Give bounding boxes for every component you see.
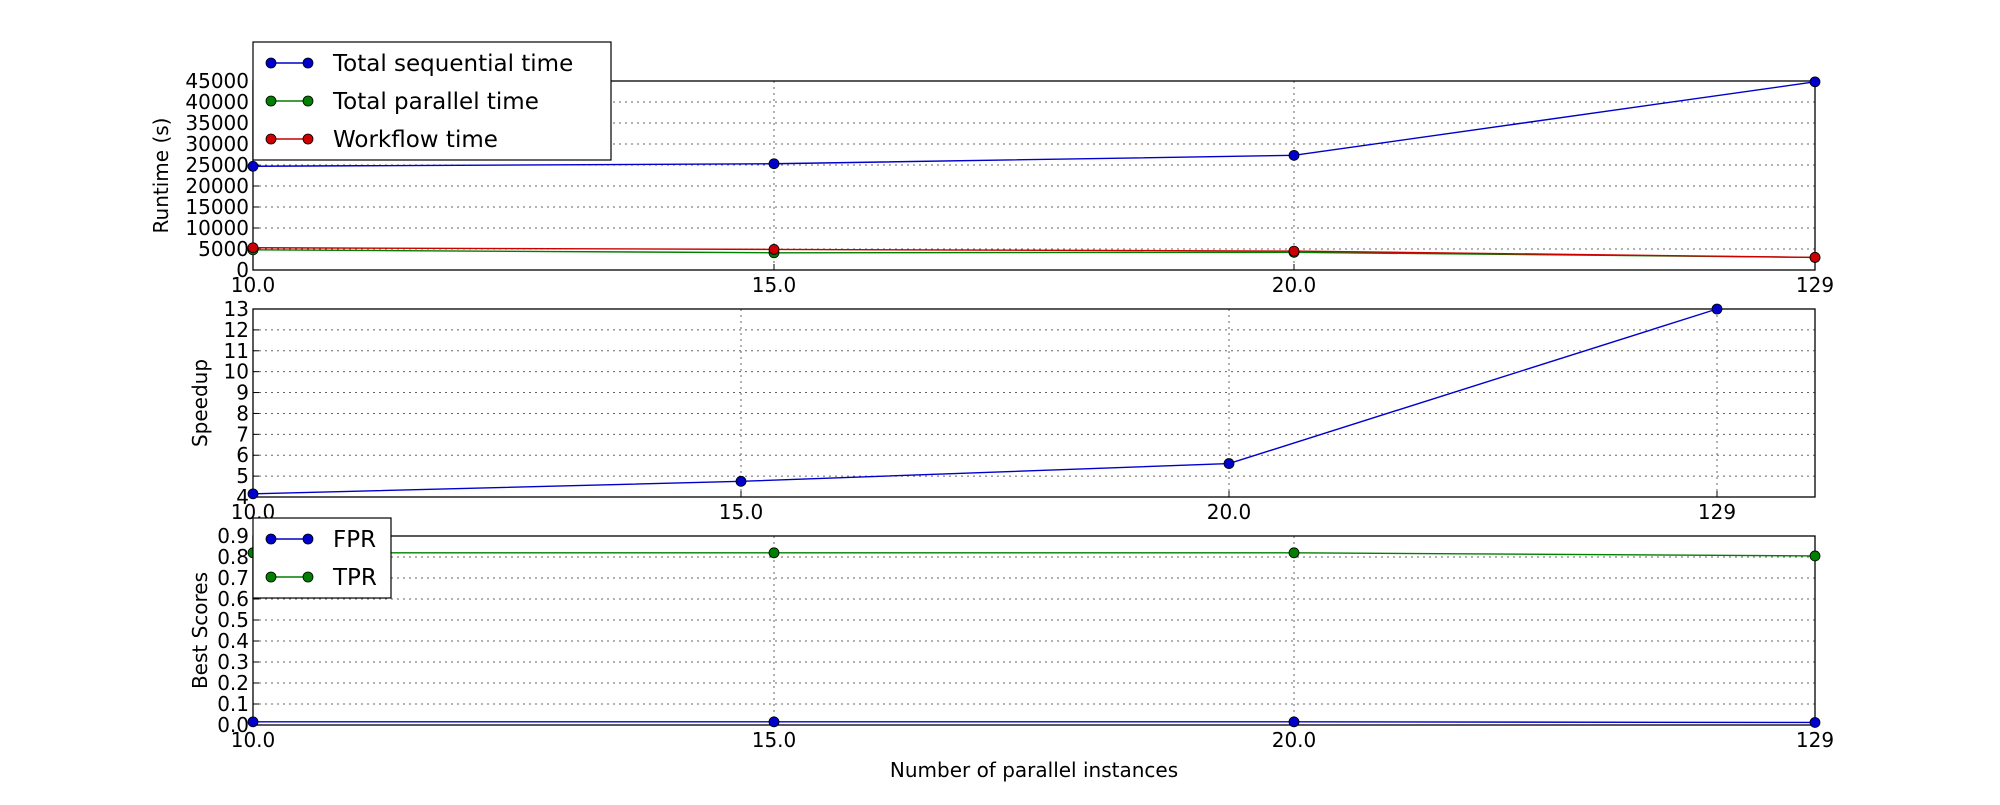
y-tick-label: 11 [224, 339, 249, 363]
legend-swatch-marker [265, 95, 277, 107]
x-tick-label: 20.0 [1272, 728, 1317, 752]
y-tick-label: 0.8 [217, 545, 249, 569]
y-tick-label: 40000 [185, 90, 249, 114]
legend-label: Workflow time [333, 127, 498, 153]
data-point [247, 716, 259, 728]
series-line [253, 721, 1816, 724]
y-tick-label: 9 [236, 381, 249, 405]
legend-swatch-marker [302, 57, 314, 69]
data-point [1809, 717, 1821, 728]
axes-frame [252, 308, 1816, 498]
data-point [1223, 458, 1235, 469]
legend-box [252, 517, 392, 599]
y-tick-label: 30000 [185, 132, 249, 156]
series-line [253, 552, 1816, 557]
series-line [252, 249, 1816, 259]
y-tick-label: 0.5 [217, 608, 249, 632]
data-point [768, 716, 780, 728]
axes-frame [252, 80, 1816, 271]
data-point [1288, 716, 1300, 728]
y-tick-label: 20000 [185, 174, 249, 198]
legend-swatch-marker [265, 571, 277, 583]
y-tick-label: 5 [236, 464, 249, 488]
legend-swatch-marker [302, 133, 314, 145]
legend-label: Total sequential time [332, 51, 573, 77]
x-tick-label: 20.0 [1272, 273, 1317, 297]
x-tick-label: 129 [1796, 273, 1834, 297]
data-point [1809, 550, 1821, 562]
y-tick-label: 12 [224, 318, 249, 342]
y-tick-label: 0.6 [217, 587, 249, 611]
series-line [252, 247, 1816, 259]
x-tick-label: 15.0 [719, 500, 764, 524]
y-tick-label: 6 [236, 443, 249, 467]
y-tick-label: 5000 [198, 237, 249, 261]
y-tick-label: 35000 [185, 111, 249, 135]
y-tick-label: 0.9 [217, 524, 249, 548]
axes-frame [252, 535, 1816, 726]
y-tick-label: 10 [224, 360, 249, 384]
y-axis-label: Runtime (s) [149, 118, 173, 234]
x-tick-label: 10.0 [231, 728, 276, 752]
y-tick-label: 15000 [185, 195, 249, 219]
legend-swatch-marker [265, 57, 277, 69]
y-tick-label: 0.1 [217, 692, 249, 716]
legend-label: TPR [332, 565, 377, 591]
x-tick-label: 129 [1698, 500, 1736, 524]
legend-label: Total parallel time [332, 89, 539, 115]
data-point [1711, 303, 1723, 315]
y-tick-label: 0.3 [217, 650, 249, 674]
y-tick-label: 4 [236, 485, 249, 509]
data-point [1288, 149, 1300, 161]
x-axis-label: Number of parallel instances [890, 758, 1178, 782]
y-tick-label: 8 [236, 401, 249, 425]
x-tick-label: 10.0 [231, 273, 276, 297]
x-tick-label: 129 [1796, 728, 1834, 752]
data-point [247, 242, 259, 254]
y-tick-label: 7 [236, 422, 249, 446]
data-point [768, 158, 780, 170]
y-axis-label: Best Scores [188, 572, 212, 689]
x-tick-label: 15.0 [752, 273, 797, 297]
data-point [1809, 76, 1821, 88]
x-tick-label: 15.0 [752, 728, 797, 752]
y-tick-label: 25000 [185, 153, 249, 177]
data-point [1288, 245, 1300, 257]
data-point [247, 488, 259, 500]
y-tick-label: 10000 [185, 216, 249, 240]
y-tick-label: 0.0 [217, 713, 249, 737]
legend-label: FPR [333, 527, 376, 553]
series-line [252, 308, 1718, 495]
data-point [768, 244, 780, 255]
legend-swatch-marker [302, 533, 314, 545]
series-line [252, 81, 1816, 167]
y-tick-label: 0 [236, 258, 249, 282]
legend-swatch-marker [302, 571, 314, 583]
data-point [247, 160, 259, 172]
y-tick-label: 0.2 [217, 671, 249, 695]
data-point [768, 547, 780, 559]
legend-swatch-marker [302, 95, 314, 107]
data-point [1809, 251, 1821, 263]
y-tick-label: 13 [224, 297, 249, 321]
legend-swatch-marker [265, 533, 277, 545]
y-axis-label: Speedup [188, 359, 212, 447]
x-tick-label: 20.0 [1207, 500, 1252, 524]
y-tick-label: 45000 [185, 69, 249, 93]
data-point [735, 475, 747, 487]
legend-swatch-marker [265, 133, 277, 145]
y-tick-label: 0.7 [217, 566, 249, 590]
data-point [1288, 547, 1300, 559]
y-tick-label: 0.4 [217, 629, 249, 653]
